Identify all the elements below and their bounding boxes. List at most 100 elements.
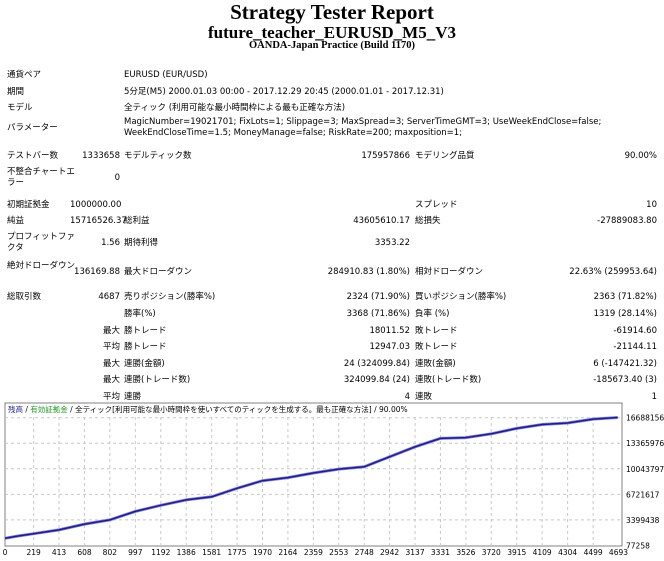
stat-label: 相対ドローダウン bbox=[415, 267, 484, 277]
stat-label: 総損失 bbox=[415, 216, 441, 226]
expert-name: future_teacher_EURUSD_M5_V3 bbox=[207, 23, 457, 42]
stat-value: 1000000.00 bbox=[70, 200, 122, 210]
stat-label: 初期証拠金 bbox=[7, 200, 50, 210]
stat-value: 最大 bbox=[102, 358, 120, 369]
stat-value: 4 bbox=[404, 391, 410, 402]
stat-value: 1319 (28.14%) bbox=[593, 309, 657, 319]
summary-value: EURUSD (EUR/USD) bbox=[124, 70, 208, 80]
x-tick-label: 2359 bbox=[304, 548, 323, 557]
server-build: OANDA-Japan Practice (Build 1170) bbox=[249, 40, 415, 51]
balance-chart: 0 219 413 608 802 997 1192 1386 1581 1775 1970 2164… bbox=[3, 402, 664, 557]
stat-value: -185673.40 (3) bbox=[593, 375, 657, 385]
legend-model: 全ティック[利用可能な最小時間枠を使いすべてのティックを生成する。最も正確な方法… bbox=[75, 405, 372, 414]
legend-separator: / bbox=[371, 405, 380, 414]
summary-value: 5分足(M5) 2000.01.03 00:00 - 2017.12.29 20… bbox=[124, 87, 444, 97]
legend-quality: 90.00% bbox=[379, 405, 408, 414]
x-tick-label: 4499 bbox=[584, 548, 603, 557]
x-tick-label: 0 bbox=[3, 548, 8, 557]
stat-value: 0 bbox=[114, 173, 120, 183]
stat-label: スプレッド bbox=[415, 200, 458, 210]
x-tick-label: 4304 bbox=[558, 548, 577, 557]
report-title: Strategy Tester Report bbox=[230, 0, 434, 24]
x-tick-label: 1386 bbox=[177, 548, 196, 557]
x-tick-label: 2553 bbox=[329, 548, 348, 557]
summary-label: 通貨ペア bbox=[7, 70, 42, 80]
x-tick-label: 4109 bbox=[533, 548, 552, 557]
balance-line bbox=[4, 416, 618, 540]
stat-label: 勝率(%) bbox=[124, 309, 156, 319]
y-tick-label: 16688156 bbox=[626, 414, 664, 423]
stat-label: 連勝(トレード数) bbox=[124, 375, 191, 385]
x-tick-label: 1581 bbox=[202, 548, 221, 557]
stat-value: 18011.52 bbox=[369, 325, 410, 336]
x-tick-label: 2748 bbox=[355, 548, 374, 557]
y-tick-label: 6721617 bbox=[626, 490, 660, 499]
stat-label: 絶対ドローダウン bbox=[7, 261, 76, 271]
stat-label: 連敗 bbox=[415, 391, 433, 402]
x-tick-label: 219 bbox=[26, 548, 41, 557]
x-tick-label: 997 bbox=[128, 548, 143, 557]
stat-value: 10 bbox=[646, 200, 657, 210]
stat-label: 総利益 bbox=[124, 216, 150, 226]
stat-value: 1 bbox=[651, 391, 657, 402]
summary-value: 全ティック (利用可能な最小時間枠による最も正確な方法) bbox=[124, 103, 346, 113]
stat-label: 最大ドローダウン bbox=[124, 267, 193, 277]
stat-label: 敗トレード bbox=[415, 325, 458, 336]
x-tick-label: 4693 bbox=[609, 548, 628, 557]
legend-equity: 有効証拠金 bbox=[30, 405, 68, 414]
stat-label: テストバー数 bbox=[7, 151, 59, 161]
y-tick-label: 3399438 bbox=[626, 516, 660, 525]
x-tick-label: 3137 bbox=[406, 548, 425, 557]
stat-value: 15716526.37 bbox=[70, 216, 127, 226]
legend-separator: / bbox=[23, 405, 31, 414]
stat-value: 2324 (71.90%) bbox=[346, 292, 410, 302]
stat-value: 43605610.17 bbox=[353, 216, 410, 226]
y-tick-label: 77258 bbox=[626, 541, 650, 550]
x-tick-label: 3720 bbox=[482, 548, 501, 557]
stat-label: プロフィットファクタ bbox=[7, 232, 75, 253]
stat-value: 3353.22 bbox=[374, 238, 410, 248]
stat-value: -21144.11 bbox=[613, 342, 657, 352]
stat-label: 勝トレード bbox=[124, 325, 167, 336]
x-tick-label: 608 bbox=[77, 548, 92, 557]
legend-separator: / bbox=[67, 405, 76, 414]
stat-value: 1.56 bbox=[101, 238, 120, 248]
stat-value: 284910.83 (1.80%) bbox=[327, 267, 410, 277]
stat-value: -27889083.80 bbox=[597, 216, 657, 226]
y-tick-label: 10043797 bbox=[626, 465, 664, 474]
stat-label: 負率 (%) bbox=[415, 309, 450, 319]
summary-label: モデル bbox=[7, 103, 33, 113]
x-tick-label: 1192 bbox=[151, 548, 170, 557]
stat-label: 純益 bbox=[7, 216, 25, 226]
x-tick-label: 802 bbox=[103, 548, 118, 557]
x-tick-label: 1775 bbox=[227, 548, 246, 557]
x-tick-label: 3915 bbox=[507, 548, 526, 557]
stat-label: モデルティック数 bbox=[124, 151, 192, 161]
stat-value: 3368 (71.86%) bbox=[346, 309, 410, 319]
stat-value: 22.63% (259953.64) bbox=[569, 267, 657, 277]
stat-label: 総取引数 bbox=[7, 292, 42, 302]
stat-label: 敗トレード bbox=[415, 342, 458, 352]
stat-value: 2363 (71.82%) bbox=[593, 292, 657, 302]
stat-value: 324099.84 (24) bbox=[343, 375, 410, 385]
stat-value: 12947.03 bbox=[369, 342, 410, 352]
stat-label: 連敗(トレード数) bbox=[415, 375, 482, 385]
x-tick-label: 2942 bbox=[380, 548, 399, 557]
stat-label: 連敗(金額) bbox=[415, 358, 456, 369]
x-tick-label: 3331 bbox=[431, 548, 450, 557]
stat-value: 136169.88 bbox=[74, 267, 120, 277]
stat-value: 175957866 bbox=[361, 151, 410, 161]
legend-balance: 残高 bbox=[8, 405, 23, 414]
stat-label: 連勝(金額) bbox=[124, 358, 165, 369]
stat-value: 平均 bbox=[102, 391, 120, 402]
summary-label: パラメーター bbox=[7, 123, 58, 133]
stat-label: 連勝 bbox=[124, 391, 142, 402]
stat-label: 売りポジション(勝率%) bbox=[124, 292, 216, 302]
stat-value: -61914.60 bbox=[613, 325, 657, 336]
stat-value: 1333658 bbox=[82, 151, 120, 161]
x-tick-label: 1970 bbox=[253, 548, 272, 557]
stat-value: 90.00% bbox=[624, 151, 657, 161]
stat-value: 24 (324099.84) bbox=[343, 358, 410, 369]
stat-label: モデリング品質 bbox=[415, 151, 475, 161]
stat-value: 最大 bbox=[102, 375, 120, 385]
